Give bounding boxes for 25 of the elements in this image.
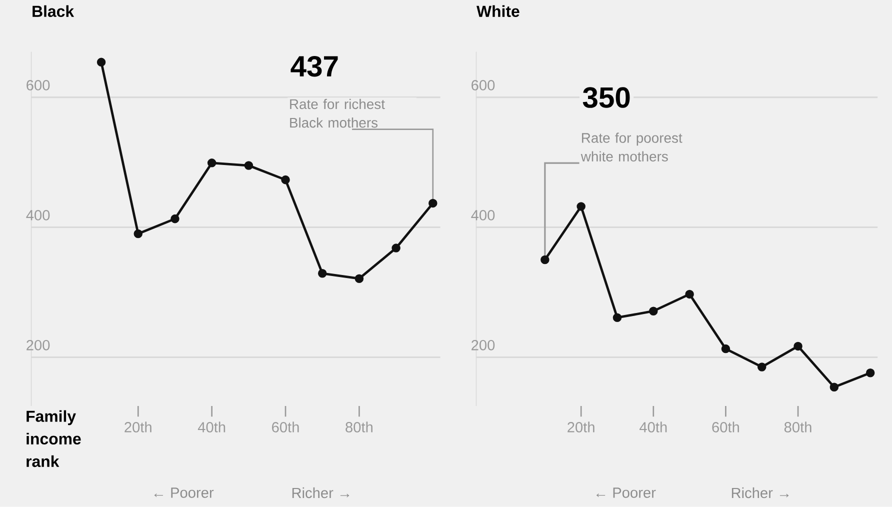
x-tick-label: 60th <box>272 422 299 432</box>
annotation: Rate for richest Black mothers <box>290 98 385 128</box>
y-tick-label: 600 <box>472 80 495 90</box>
annotation: Rate for poorest white mothers <box>580 132 682 162</box>
x-axis-title: Family income rank <box>26 410 81 468</box>
annotation: 350 <box>582 87 630 108</box>
y-tick-label: 400 <box>26 210 50 220</box>
x-tick-label: 20th <box>124 422 152 432</box>
x-tick-label: 40th <box>640 422 667 432</box>
x-tick-label: 40th <box>198 422 226 432</box>
text: Richer → <box>292 487 350 498</box>
y-tick-label: 400 <box>471 210 495 220</box>
chart-title: Black <box>32 5 74 18</box>
x-tick-label: 80th <box>346 422 372 432</box>
y-tick-label: 600 <box>26 80 50 90</box>
chart-title: White <box>476 5 520 18</box>
x-tick-label: 80th <box>784 422 812 432</box>
y-tick-label: 200 <box>472 340 495 350</box>
text: Richer → <box>732 487 789 498</box>
text: ← Poorer <box>154 488 214 498</box>
x-tick-label: 60th <box>712 422 739 432</box>
x-tick-label: 20th <box>568 422 594 432</box>
annotation: 437 <box>290 56 338 77</box>
y-tick-label: 200 <box>26 340 50 350</box>
text: ← Poorer <box>596 488 656 498</box>
